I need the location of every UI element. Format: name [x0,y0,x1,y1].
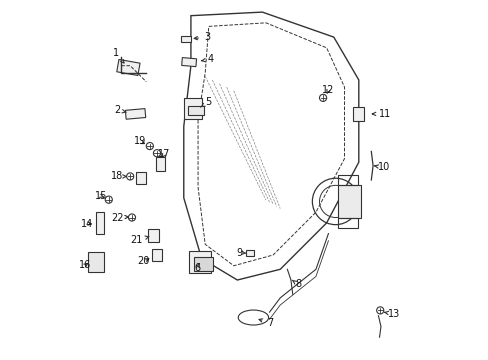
Text: 17: 17 [158,149,170,159]
Text: 20: 20 [137,256,150,266]
Bar [151,249,162,261]
Text: 19: 19 [134,136,146,147]
Text: 9: 9 [236,248,245,257]
Text: 4: 4 [201,54,213,64]
Bar [338,175,357,185]
Bar [148,229,159,242]
Bar [88,252,104,272]
Bar [338,217,357,228]
Bar [182,58,196,67]
Bar [193,257,213,271]
Bar [338,185,361,217]
Bar [189,251,210,273]
Bar [188,106,204,115]
Bar [156,157,164,171]
Text: 16: 16 [79,260,91,270]
Text: 15: 15 [95,191,107,201]
Text: 21: 21 [130,235,148,245]
Text: 12: 12 [322,85,334,95]
Text: 5: 5 [200,97,211,107]
Bar [125,109,145,119]
Bar [353,107,364,121]
Text: 18: 18 [110,171,126,181]
Text: 6: 6 [194,262,200,273]
Text: 8: 8 [292,279,301,289]
Text: 1: 1 [113,48,124,63]
Text: 7: 7 [259,318,273,328]
Bar [136,172,145,184]
Text: 13: 13 [384,309,399,319]
Text: 22: 22 [111,212,128,222]
Bar [180,36,190,42]
Text: 14: 14 [81,219,93,229]
Bar [245,250,253,256]
Text: 3: 3 [194,32,210,42]
Bar [183,98,201,119]
Bar [117,59,140,76]
Text: 10: 10 [374,162,389,172]
Text: 11: 11 [372,109,390,119]
Text: 2: 2 [114,105,126,115]
Bar [96,212,103,234]
